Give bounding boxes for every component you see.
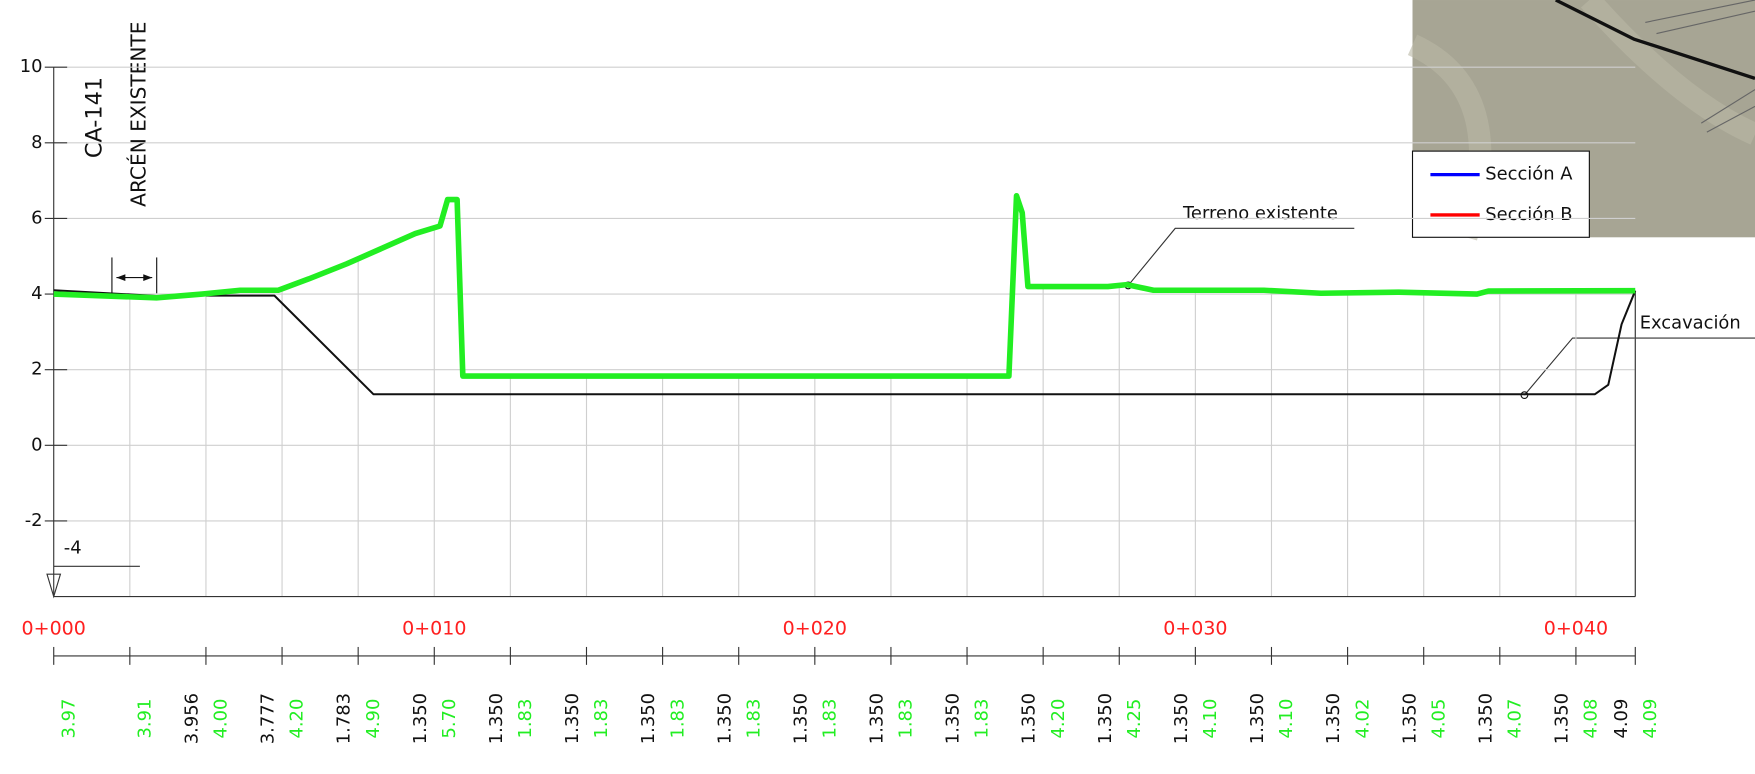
- terrain-value: 1.83: [896, 699, 917, 739]
- excavation-value: 1.350: [714, 693, 735, 744]
- x-tick-label: 0+020: [783, 618, 847, 640]
- excavation-value: 1.350: [1475, 693, 1496, 744]
- excavation-value: 1.350: [1019, 693, 1040, 744]
- y-tick-label: 10: [20, 56, 43, 77]
- excavation-value: 3.777: [258, 693, 279, 744]
- shoulder-label: ARCÉN EXISTENTE: [126, 22, 150, 207]
- terrain-value: 1.83: [591, 699, 612, 739]
- terrain-value: 4.90: [363, 699, 384, 739]
- terrain-value: 4.10: [1200, 699, 1221, 739]
- excavation-value: 1.350: [1171, 693, 1192, 744]
- terrain-value: 5.70: [439, 699, 460, 739]
- leader: [1128, 228, 1354, 285]
- terrain-value: 4.25: [1124, 699, 1145, 739]
- map-inset: [1413, 0, 1755, 237]
- terrain-value: 4.07: [1504, 699, 1525, 739]
- terrain-value: 4.05: [1428, 699, 1449, 739]
- annotation: Excavación: [1640, 312, 1741, 333]
- excavation-value: 1.350: [1095, 693, 1116, 744]
- annotation: Terreno existente: [1182, 203, 1338, 224]
- excavation-value: 3.956: [182, 693, 203, 744]
- x-tick-label: 0+040: [1544, 618, 1608, 640]
- page: Sección A Sección B CA-141 ARCÉN EXISTENT…: [0, 0, 1755, 774]
- terrain-value: 1.83: [819, 699, 840, 739]
- excavation-value: 1.350: [790, 693, 811, 744]
- terrain-value: 4.00: [211, 699, 232, 739]
- legend-label: Sección B: [1485, 204, 1572, 225]
- excavation-value: 1.783: [334, 693, 355, 744]
- terrain-value: 4.20: [287, 699, 308, 739]
- chart: Sección A Sección B CA-141 ARCÉN EXISTENT…: [0, 0, 1755, 774]
- terrain-value: 4.02: [1352, 699, 1373, 739]
- y-tick-label: 4: [31, 283, 42, 304]
- excavation-value: 1.350: [1399, 693, 1420, 744]
- excavation-value: 1.350: [486, 693, 507, 744]
- terrain-value: 4.10: [1276, 699, 1297, 739]
- excavation-value: 1.350: [1247, 693, 1268, 744]
- datum-label: -4: [64, 537, 82, 558]
- terrain-value: 1.83: [743, 699, 764, 739]
- excavation-value: 1.350: [638, 693, 659, 744]
- excavation-value: 1.350: [867, 693, 888, 744]
- y-tick-label: 8: [31, 132, 42, 153]
- series-line: [54, 196, 1636, 376]
- y-tick-label: 2: [31, 359, 42, 380]
- excavation-value: 1.350: [1551, 693, 1572, 744]
- terrain-value: 1.83: [667, 699, 688, 739]
- terrain-value: 4.08: [1581, 699, 1602, 739]
- terrain-value: 4.09: [1640, 699, 1661, 739]
- leader: [1524, 338, 1755, 395]
- terrain-value: 3.97: [58, 699, 79, 739]
- excavation-value: 1.350: [562, 693, 583, 744]
- excavation-value: 1.350: [410, 693, 431, 744]
- terrain-value: 3.91: [135, 699, 156, 739]
- excavation-value: 4.09: [1611, 699, 1632, 739]
- x-tick-label: 0+010: [402, 618, 466, 640]
- terrain-value: 4.20: [1048, 699, 1069, 739]
- road-label: CA-141: [82, 77, 108, 158]
- x-tick-label: 0+000: [22, 618, 86, 640]
- y-tick-label: 0: [31, 434, 42, 455]
- x-tick-label: 0+030: [1163, 618, 1227, 640]
- y-tick-label: 6: [31, 207, 42, 228]
- terrain-value: 1.83: [515, 699, 536, 739]
- legend-label: Sección A: [1485, 164, 1573, 185]
- y-tick-label: -2: [25, 510, 43, 531]
- shoulder-dimension: [112, 257, 157, 293]
- excavation-value: 1.350: [1323, 693, 1344, 744]
- terrain-value: 1.83: [972, 699, 993, 739]
- excavation-value: 1.350: [943, 693, 964, 744]
